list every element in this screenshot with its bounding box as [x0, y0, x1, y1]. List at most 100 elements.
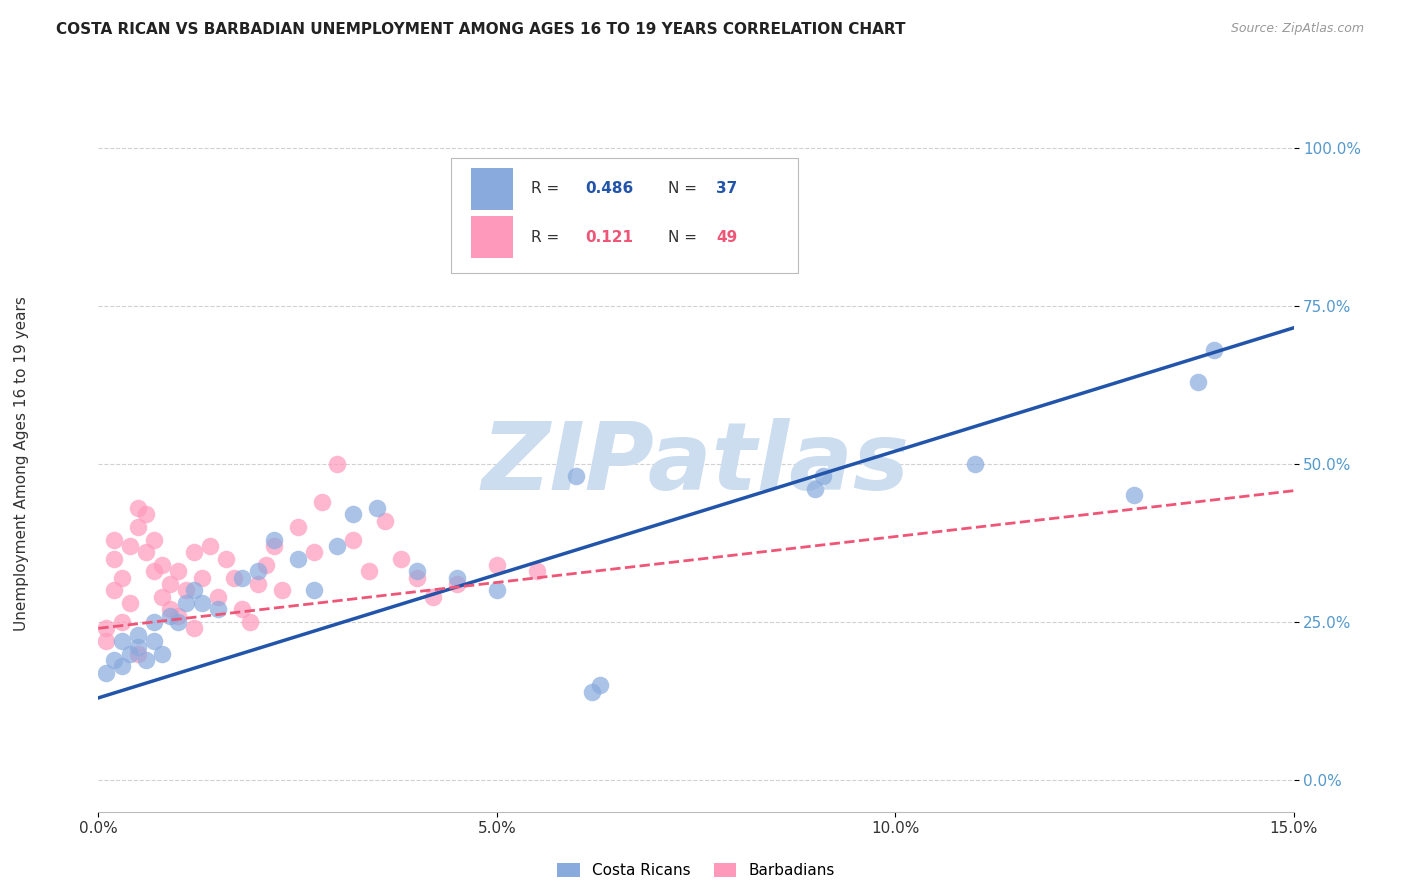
Text: Unemployment Among Ages 16 to 19 years: Unemployment Among Ages 16 to 19 years — [14, 296, 28, 632]
Point — [239, 615, 262, 629]
Point — [302, 583, 325, 598]
Point — [103, 551, 125, 566]
Legend: Costa Ricans, Barbadians: Costa Ricans, Barbadians — [551, 857, 841, 884]
Point — [389, 551, 412, 566]
Point — [270, 583, 292, 598]
Point — [263, 533, 285, 547]
Text: 49: 49 — [716, 230, 738, 245]
Point — [311, 495, 333, 509]
Point — [143, 565, 166, 579]
Point — [111, 659, 134, 673]
Point — [422, 590, 444, 604]
Point — [813, 469, 835, 483]
Point — [565, 469, 588, 483]
Text: ZIPatlas: ZIPatlas — [482, 417, 910, 510]
Point — [127, 520, 149, 534]
Point — [222, 571, 245, 585]
Point — [302, 545, 325, 559]
Point — [103, 653, 125, 667]
Text: 37: 37 — [716, 181, 738, 196]
Point — [135, 545, 157, 559]
Text: 0.486: 0.486 — [585, 181, 633, 196]
Point — [526, 565, 548, 579]
Point — [1187, 375, 1209, 389]
Point — [374, 514, 396, 528]
Point — [135, 508, 157, 522]
Point — [167, 565, 190, 579]
Text: Source: ZipAtlas.com: Source: ZipAtlas.com — [1230, 22, 1364, 36]
Point — [111, 634, 134, 648]
Point — [581, 684, 603, 698]
Point — [342, 533, 364, 547]
Point — [183, 621, 205, 635]
Point — [215, 551, 238, 566]
Point — [1202, 343, 1225, 357]
Point — [963, 457, 986, 471]
FancyBboxPatch shape — [471, 168, 513, 210]
Point — [159, 602, 181, 616]
Point — [127, 501, 149, 516]
Point — [96, 665, 118, 680]
Point — [485, 583, 508, 598]
Point — [207, 602, 229, 616]
Point — [103, 533, 125, 547]
Point — [103, 583, 125, 598]
Point — [207, 590, 229, 604]
Point — [246, 577, 269, 591]
Point — [183, 583, 205, 598]
Point — [167, 608, 190, 623]
Point — [446, 571, 468, 585]
Point — [120, 539, 142, 553]
Point — [804, 482, 827, 496]
Point — [231, 571, 253, 585]
Point — [326, 539, 349, 553]
Point — [342, 508, 364, 522]
Point — [120, 647, 142, 661]
Point — [111, 615, 134, 629]
Point — [359, 565, 381, 579]
Point — [326, 457, 349, 471]
Point — [96, 634, 118, 648]
Point — [135, 653, 157, 667]
Point — [1123, 488, 1146, 502]
Point — [191, 571, 214, 585]
Point — [150, 590, 173, 604]
Text: 0.121: 0.121 — [585, 230, 633, 245]
Point — [159, 577, 181, 591]
Text: N =: N = — [668, 230, 703, 245]
Text: COSTA RICAN VS BARBADIAN UNEMPLOYMENT AMONG AGES 16 TO 19 YEARS CORRELATION CHAR: COSTA RICAN VS BARBADIAN UNEMPLOYMENT AM… — [56, 22, 905, 37]
Point — [287, 520, 309, 534]
Point — [406, 565, 429, 579]
Point — [143, 615, 166, 629]
Point — [191, 596, 214, 610]
Point — [127, 647, 149, 661]
Point — [150, 647, 173, 661]
Point — [485, 558, 508, 572]
Point — [446, 577, 468, 591]
Point — [183, 545, 205, 559]
Text: R =: R = — [531, 181, 564, 196]
Point — [589, 678, 612, 692]
Text: N =: N = — [668, 181, 703, 196]
Point — [127, 640, 149, 655]
Point — [150, 558, 173, 572]
FancyBboxPatch shape — [451, 158, 797, 273]
Text: R =: R = — [531, 230, 569, 245]
Point — [167, 615, 190, 629]
FancyBboxPatch shape — [471, 217, 513, 259]
Point — [366, 501, 388, 516]
Point — [198, 539, 221, 553]
Point — [174, 583, 197, 598]
Point — [159, 608, 181, 623]
Point — [127, 627, 149, 641]
Point — [231, 602, 253, 616]
Point — [96, 621, 118, 635]
Point — [254, 558, 277, 572]
Point — [174, 596, 197, 610]
Point — [120, 596, 142, 610]
Point — [111, 571, 134, 585]
Point — [246, 565, 269, 579]
Point — [143, 533, 166, 547]
Point — [406, 571, 429, 585]
Point — [263, 539, 285, 553]
